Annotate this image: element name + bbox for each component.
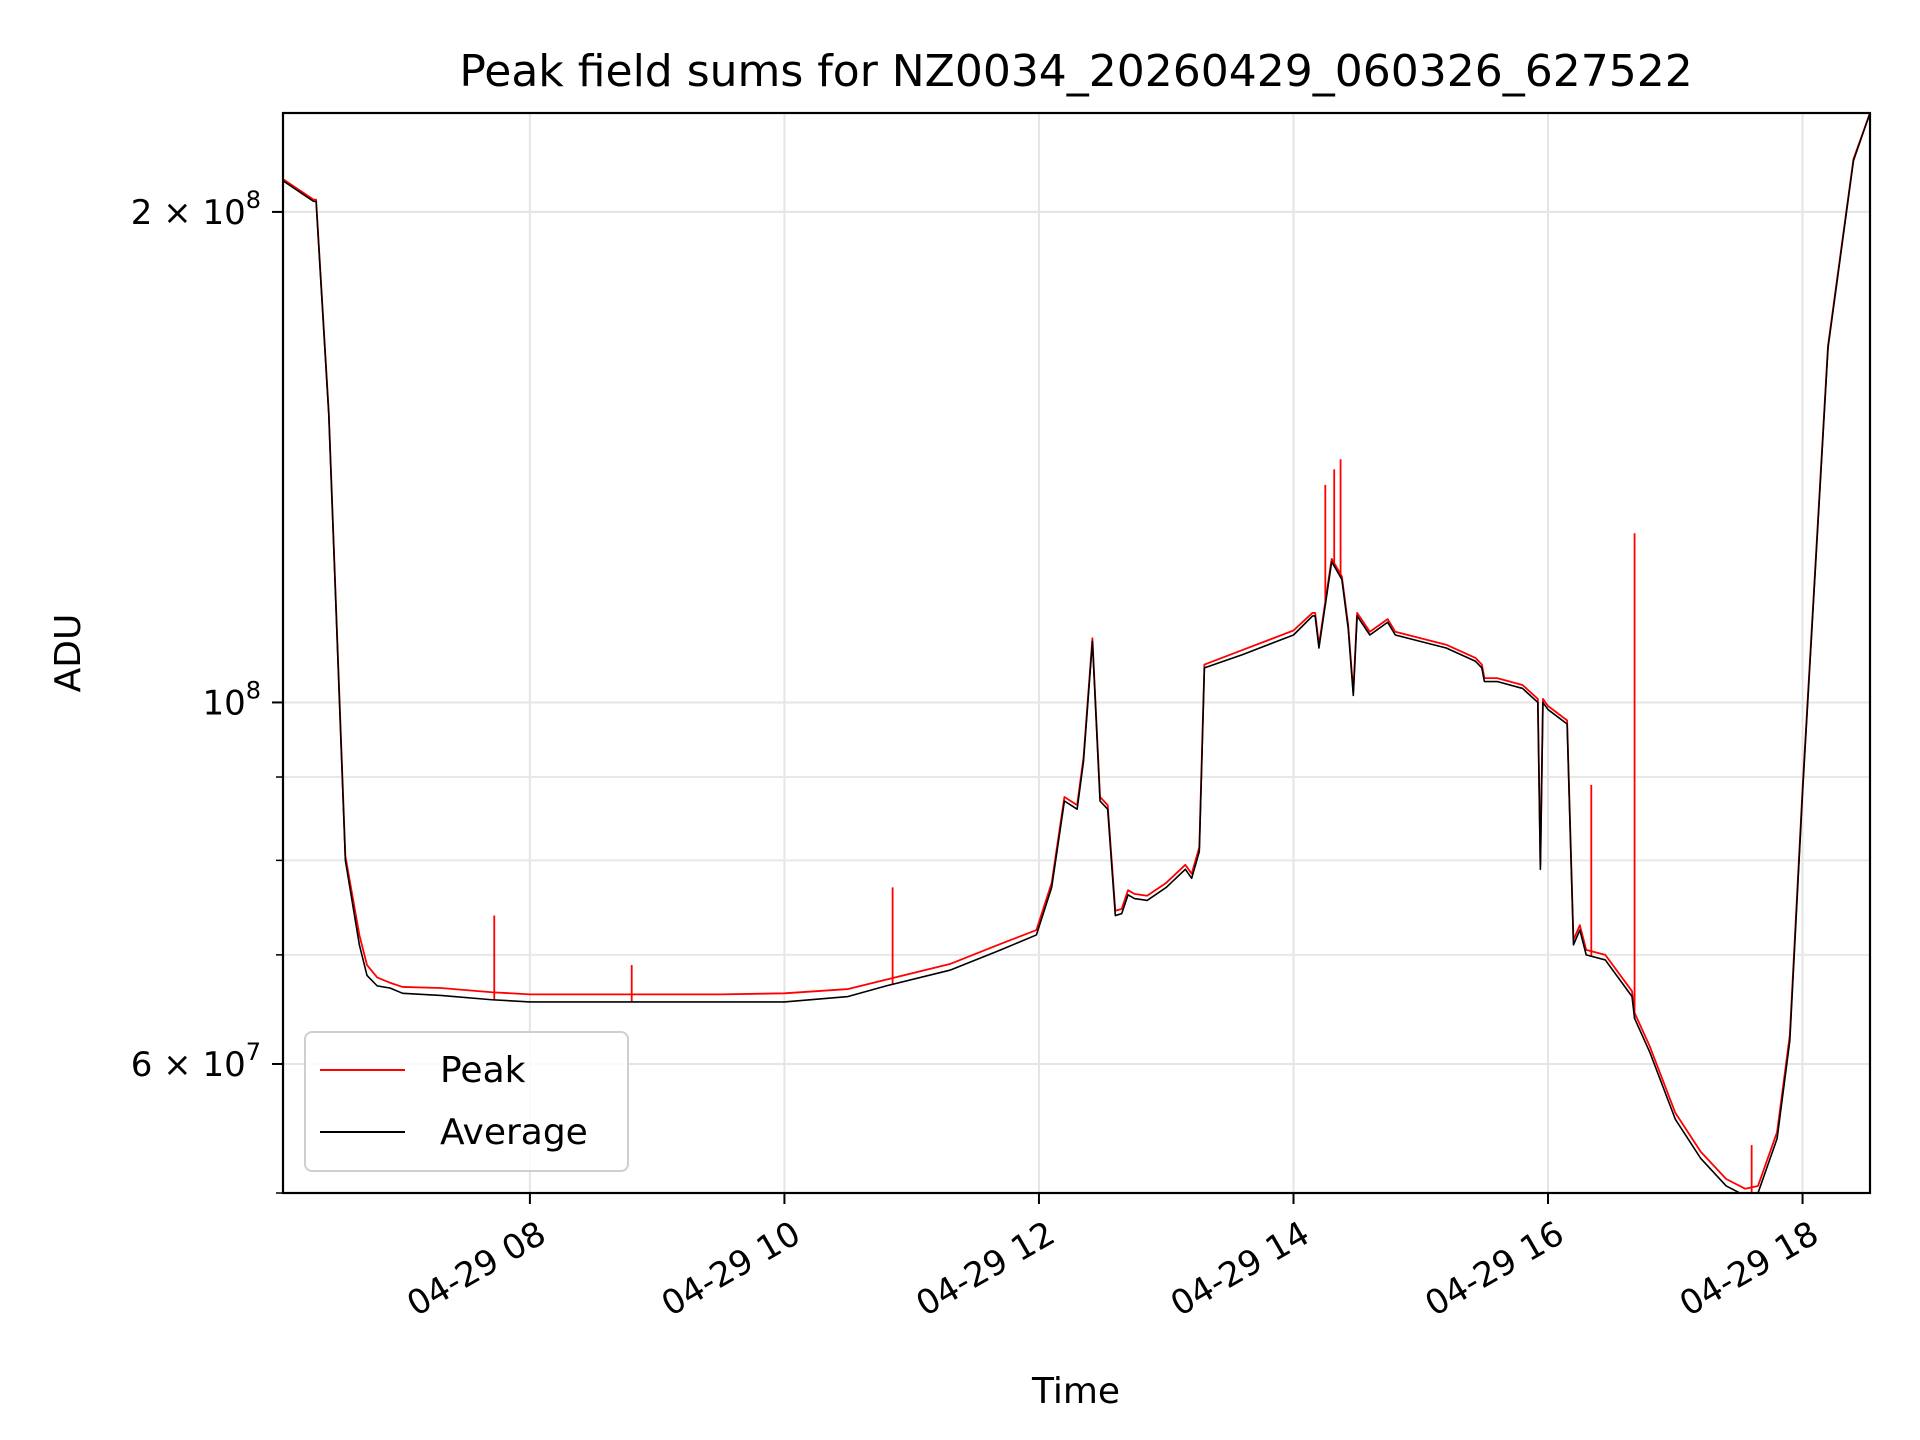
y-tick-label-0: 108 [202, 676, 261, 723]
legend-peak-label: Peak [440, 1050, 526, 1091]
y-axis-label: ADU [48, 614, 89, 693]
x-axis-label: Time [1031, 1371, 1120, 1412]
legend-box [304, 1031, 629, 1172]
plot-frame [281, 111, 1872, 1195]
series-line-average [283, 113, 1870, 1193]
y-tick-label-1: 2 × 108 [131, 186, 261, 233]
chart-title: Peak field sums for NZ0034_20260429_0603… [459, 46, 1692, 97]
series-layer [283, 113, 1870, 1193]
legend-average-label: Average [440, 1112, 588, 1153]
legend: Peak Average [304, 1031, 629, 1172]
y-tick-label-2: 6 × 107 [131, 1038, 261, 1085]
series-line-peak [283, 113, 1870, 1190]
grid-layer [283, 113, 1870, 1194]
